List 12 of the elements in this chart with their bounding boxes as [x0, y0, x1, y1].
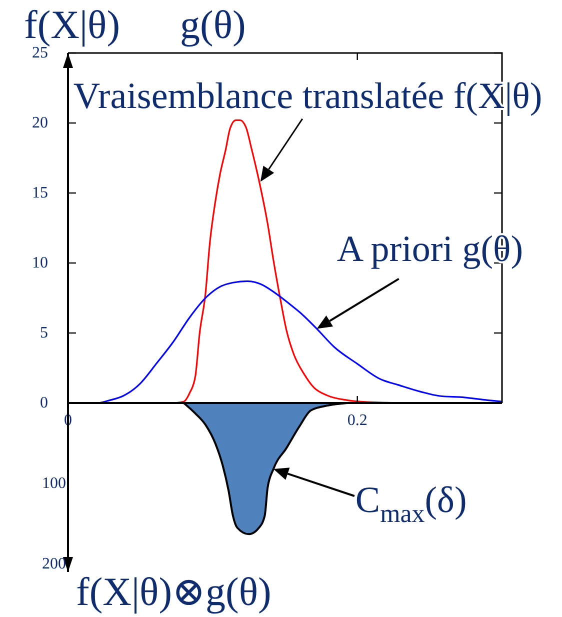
y-tick-label: 20 [32, 114, 48, 132]
y-tick-label: 200 [42, 555, 66, 572]
y-tick-label: 25 [32, 44, 48, 62]
y-tick-label: 0 [40, 394, 48, 412]
y-tick-label: 100 [42, 474, 66, 492]
y-tick-label: 5 [40, 324, 48, 342]
x-tick-label: 0.2 [347, 412, 368, 429]
annotation: C$_{max}$(δ) [355, 480, 467, 528]
y-tick-label: 15 [32, 184, 48, 202]
y-tick-label: 10 [32, 254, 48, 272]
y-axis-title: f(X|θ) g(θ) [24, 2, 246, 47]
annotation: f(X|θ)⊗g(θ) [76, 569, 272, 614]
